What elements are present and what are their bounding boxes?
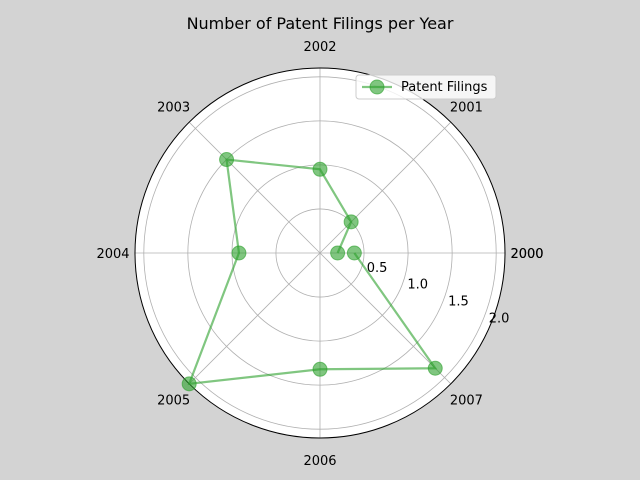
chart-title: Number of Patent Filings per Year: [187, 14, 454, 33]
data-point: [181, 376, 197, 392]
outer-frame: [134, 67, 506, 439]
data-point: [231, 245, 247, 261]
category-label: 2002: [303, 40, 336, 55]
data-point: [427, 360, 443, 376]
legend: Patent Filings: [355, 74, 497, 100]
grid-spoke: [319, 121, 452, 254]
axis-ticks: 2000200120022003200420052006200720000.51…: [96, 40, 543, 469]
data-series: [181, 152, 443, 392]
category-label: 2006: [303, 454, 336, 469]
radial-tick-label: 2.0: [489, 311, 510, 326]
category-label: 2007: [450, 393, 483, 408]
radial-tick-label: 0.5: [367, 261, 388, 276]
data-point: [312, 361, 328, 377]
grid-lines: [135, 68, 505, 438]
data-point: [219, 152, 235, 168]
legend-marker: [369, 79, 385, 95]
data-point: [346, 245, 362, 261]
category-label: 2000: [510, 247, 543, 262]
category-label: 2001: [450, 101, 483, 116]
category-label: 2004: [96, 247, 129, 262]
radial-tick-label: 1.5: [448, 295, 469, 310]
grid-spoke: [188, 252, 321, 385]
grid-spoke: [188, 121, 321, 254]
category-label: 2005: [157, 393, 190, 408]
data-point: [343, 214, 359, 230]
category-label: 2000: [510, 247, 543, 262]
category-label: 2003: [157, 101, 190, 116]
radial-tick-label: 1.0: [407, 278, 428, 293]
data-point: [312, 161, 328, 177]
legend-box: [355, 74, 497, 100]
legend-label: Patent Filings: [401, 80, 488, 95]
data-point: [330, 245, 346, 261]
grid-spoke: [319, 252, 452, 385]
